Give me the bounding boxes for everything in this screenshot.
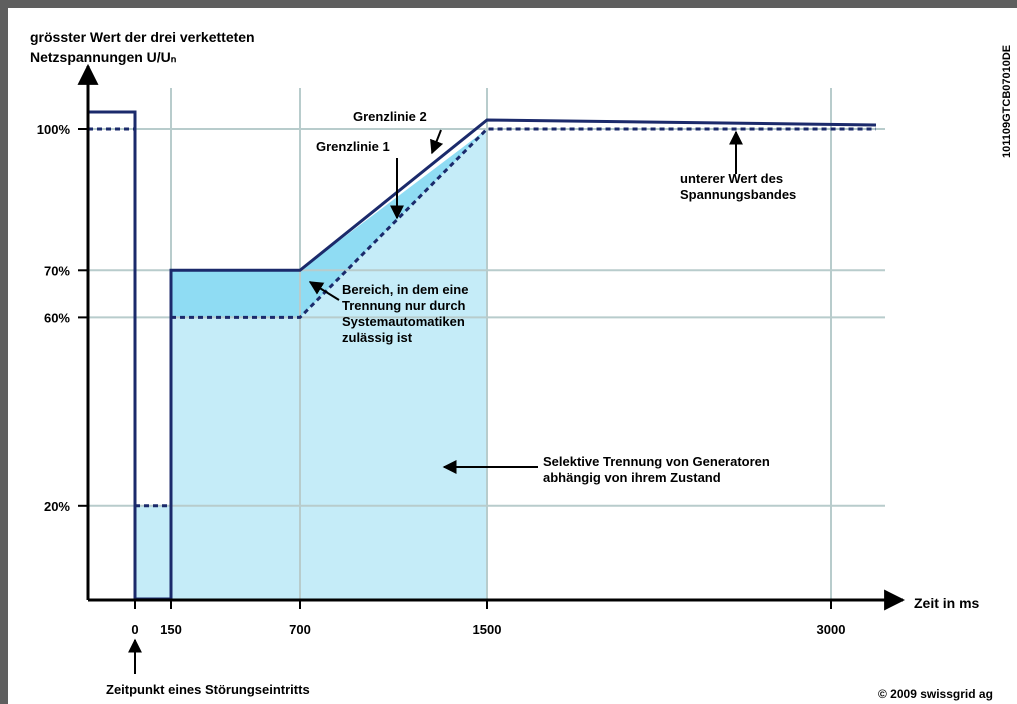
region-label-line: zulässig ist	[342, 330, 413, 345]
copyright: © 2009 swissgrid ag	[878, 687, 993, 701]
y-tick-label: 60%	[44, 310, 70, 325]
region-label-selective-separation: Selektive Trennung von Generatoren abhän…	[543, 454, 773, 485]
y-axis-title-line-2: Netzspannungen U/Uₙ	[30, 49, 177, 65]
fault-time-label: Zeitpunkt eines Störungseintritts	[106, 682, 310, 697]
series-label-grenzlinie-2: Grenzlinie 2	[353, 109, 427, 124]
x-tick-label: 700	[289, 622, 311, 637]
series-grenzlinie-1	[171, 127, 876, 319]
region-label-system-automation: Bereich, in dem eine Trennung nur durch …	[342, 282, 472, 345]
x-tick-label: 150	[160, 622, 182, 637]
arrow-system-automation	[308, 281, 340, 301]
lower-band-label-line: unterer Wert des	[680, 171, 783, 186]
series-grenzlinie-2	[88, 110, 877, 601]
lower-band-label-line: Spannungsbandes	[680, 187, 796, 202]
region-label-line: Trennung nur durch	[342, 298, 466, 313]
y-tick-label: 100%	[37, 122, 71, 137]
region-label-line: Bereich, in dem eine	[342, 282, 468, 297]
side-code: 101109GTCB07010DE	[1001, 45, 1013, 158]
y-axis-title: grösster Wert der drei verketteten Netzs…	[30, 29, 259, 65]
voltage-time-chart: 100% 70% 60% 20% 0 150 700 1500 3000 grösster We…	[30, 29, 1013, 701]
x-axis-title: Zeit in ms	[914, 595, 980, 611]
y-axis-title-line-1: grösster Wert der drei verketteten	[30, 29, 255, 45]
series-label-grenzlinie-1: Grenzlinie 1	[316, 139, 390, 154]
y-tick-label: 20%	[44, 499, 70, 514]
arrow-grenzlinie-2	[430, 129, 444, 155]
x-tick-label: 3000	[817, 622, 846, 637]
x-tick-label: 1500	[473, 622, 502, 637]
region-label-line: Selektive Trennung von Generatoren	[543, 454, 770, 469]
region-label-line: abhängig von ihrem Zustand	[543, 470, 721, 485]
lower-band-label: unterer Wert des Spannungsbandes	[680, 171, 796, 202]
region-label-line: Systemautomatiken	[342, 314, 465, 329]
y-tick-label: 70%	[44, 263, 70, 278]
x-tick-label: 0	[131, 622, 138, 637]
figure-frame: 100% 70% 60% 20% 0 150 700 1500 3000 grösster We…	[8, 8, 1017, 704]
region-selective-separation	[135, 129, 487, 600]
